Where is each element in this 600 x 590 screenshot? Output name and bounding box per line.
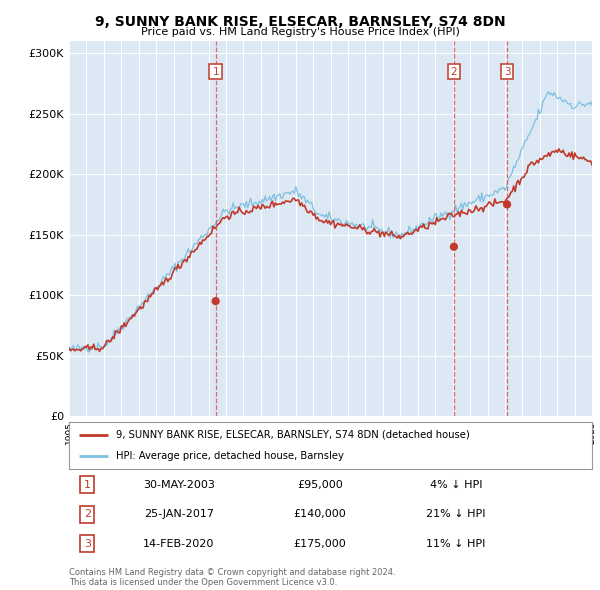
Text: 1: 1 (212, 67, 219, 77)
Text: HPI: Average price, detached house, Barnsley: HPI: Average price, detached house, Barn… (116, 451, 344, 461)
Text: 11% ↓ HPI: 11% ↓ HPI (427, 539, 486, 549)
Text: £140,000: £140,000 (294, 509, 347, 519)
Text: 3: 3 (504, 67, 511, 77)
Text: 25-JAN-2017: 25-JAN-2017 (144, 509, 214, 519)
Text: £95,000: £95,000 (297, 480, 343, 490)
Text: 4% ↓ HPI: 4% ↓ HPI (430, 480, 482, 490)
Text: £175,000: £175,000 (294, 539, 347, 549)
Text: 9, SUNNY BANK RISE, ELSECAR, BARNSLEY, S74 8DN: 9, SUNNY BANK RISE, ELSECAR, BARNSLEY, S… (95, 15, 505, 30)
Text: 21% ↓ HPI: 21% ↓ HPI (427, 509, 486, 519)
Point (502, 200, 512, 209)
Text: Contains HM Land Registry data © Crown copyright and database right 2024.
This d: Contains HM Land Registry data © Crown c… (69, 568, 395, 587)
Point (211, 296, 220, 306)
Text: 2: 2 (451, 67, 457, 77)
Text: 30-MAY-2003: 30-MAY-2003 (143, 480, 215, 490)
Text: 3: 3 (84, 539, 91, 549)
Text: 14-FEB-2020: 14-FEB-2020 (143, 539, 215, 549)
Text: 2: 2 (84, 509, 91, 519)
Text: 9, SUNNY BANK RISE, ELSECAR, BARNSLEY, S74 8DN (detached house): 9, SUNNY BANK RISE, ELSECAR, BARNSLEY, S… (116, 430, 470, 440)
Text: 1: 1 (84, 480, 91, 490)
Point (449, 242, 459, 251)
Text: Price paid vs. HM Land Registry's House Price Index (HPI): Price paid vs. HM Land Registry's House … (140, 27, 460, 37)
